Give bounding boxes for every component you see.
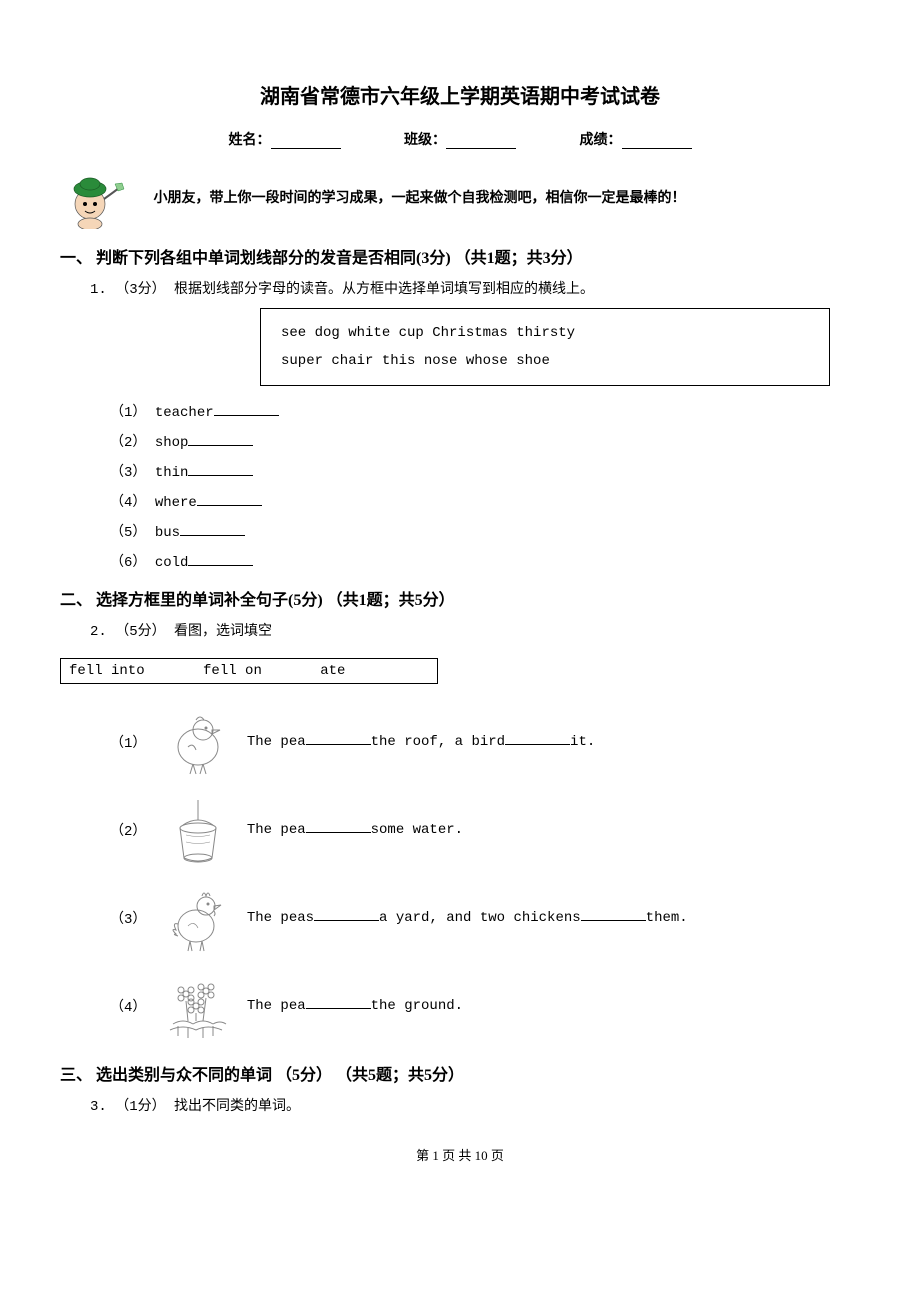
item-num: （5） xyxy=(110,525,146,541)
answer-blank[interactable] xyxy=(314,920,379,921)
item-num: （2） xyxy=(110,820,150,840)
answer-blank[interactable] xyxy=(505,744,570,745)
exam-title: 湖南省常德市六年级上学期英语期中考试试卷 xyxy=(60,80,860,109)
answer-blank[interactable] xyxy=(306,832,371,833)
item-word: bus xyxy=(155,525,180,541)
answer-blank[interactable] xyxy=(306,744,371,745)
flowers-icon xyxy=(158,966,238,1046)
name-blank[interactable] xyxy=(271,148,341,149)
sentence: The peathe ground. xyxy=(247,998,463,1014)
answer-blank[interactable] xyxy=(180,535,245,536)
section1-heading: 一、 判断下列各组中单词划线部分的发音是否相同(3分) （共1题；共3分） xyxy=(60,244,860,268)
page-container: 湖南省常德市六年级上学期英语期中考试试卷 姓名： 班级： 成绩： xyxy=(0,0,920,1204)
q2-item-4: （4） The peathe ground. xyxy=(110,966,860,1046)
word-box-line1: see dog white cup Christmas thirsty xyxy=(281,319,809,347)
name-field: 姓名： xyxy=(229,129,341,149)
q3-stem: 3. （1分） 找出不同类的单词。 xyxy=(90,1095,860,1115)
q2-item-1: （1） The peathe roof, a birdit. xyxy=(110,702,860,782)
q2-item-3: （3） The peasa yard, and two chickensthem… xyxy=(110,878,860,958)
item-num: （3） xyxy=(110,465,146,481)
word-box: see dog white cup Christmas thirsty supe… xyxy=(260,308,830,386)
item-word: shop xyxy=(155,435,189,451)
item-word: thin xyxy=(155,465,189,481)
q1-item-1: （1） teacher xyxy=(110,401,860,421)
item-num: （6） xyxy=(110,555,146,571)
q1-stem: 1. （3分） 根据划线部分字母的读音。从方框中选择单词填写到相应的横线上。 xyxy=(90,278,860,298)
score-label: 成绩： xyxy=(580,133,622,148)
score-blank[interactable] xyxy=(622,148,692,149)
phrase-box: fell into fell on ate xyxy=(60,658,438,684)
cartoon-icon xyxy=(60,169,140,229)
q2-stem: 2. （5分） 看图，选词填空 xyxy=(90,620,860,640)
class-blank[interactable] xyxy=(446,148,516,149)
item-word: teacher xyxy=(155,405,214,421)
item-word: where xyxy=(155,495,197,511)
intro-row: 小朋友，带上你一段时间的学习成果，一起来做个自我检测吧，相信你一定是最棒的！ xyxy=(60,169,860,229)
q1-item-5: （5） bus xyxy=(110,521,860,541)
section2-heading: 二、 选择方框里的单词补全句子(5分) （共1题；共5分） xyxy=(60,586,860,610)
item-num: （3） xyxy=(110,908,150,928)
answer-blank[interactable] xyxy=(188,475,253,476)
answer-blank[interactable] xyxy=(306,1008,371,1009)
intro-text: 小朋友，带上你一段时间的学习成果，一起来做个自我检测吧，相信你一定是最棒的！ xyxy=(154,191,686,206)
phrase-1: fell into xyxy=(69,663,145,679)
item-word: cold xyxy=(155,555,189,571)
section3-heading: 三、 选出类别与众不同的单词 （5分） （共5题；共5分） xyxy=(60,1061,860,1085)
answer-blank[interactable] xyxy=(214,415,279,416)
item-num: （1） xyxy=(110,405,146,421)
q2-item-2: （2） The peasome water. xyxy=(110,790,860,870)
sentence: The peathe roof, a birdit. xyxy=(247,734,595,750)
score-field: 成绩： xyxy=(580,129,692,149)
q1-item-2: （2） shop xyxy=(110,431,860,451)
page-footer: 第 1 页 共 10 页 xyxy=(60,1145,860,1164)
answer-blank[interactable] xyxy=(188,445,253,446)
bucket-icon xyxy=(158,790,238,870)
class-field: 班级： xyxy=(404,129,516,149)
bird-icon xyxy=(158,702,238,782)
name-label: 姓名： xyxy=(229,133,271,148)
q1-item-3: （3） thin xyxy=(110,461,860,481)
sentence: The peasome water. xyxy=(247,822,463,838)
student-info-line: 姓名： 班级： 成绩： xyxy=(60,129,860,149)
item-num: （4） xyxy=(110,495,146,511)
phrase-3: ate xyxy=(320,663,345,679)
item-num: （1） xyxy=(110,732,150,752)
q1-item-6: （6） cold xyxy=(110,551,860,571)
item-num: （2） xyxy=(110,435,146,451)
phrase-2: fell on xyxy=(203,663,262,679)
q1-item-4: （4） where xyxy=(110,491,860,511)
class-label: 班级： xyxy=(404,133,446,148)
item-num: （4） xyxy=(110,996,150,1016)
chicken-icon xyxy=(158,878,238,958)
answer-blank[interactable] xyxy=(581,920,646,921)
sentence: The peasa yard, and two chickensthem. xyxy=(247,910,688,926)
answer-blank[interactable] xyxy=(188,565,253,566)
answer-blank[interactable] xyxy=(197,505,262,506)
word-box-line2: super chair this nose whose shoe xyxy=(281,347,809,375)
